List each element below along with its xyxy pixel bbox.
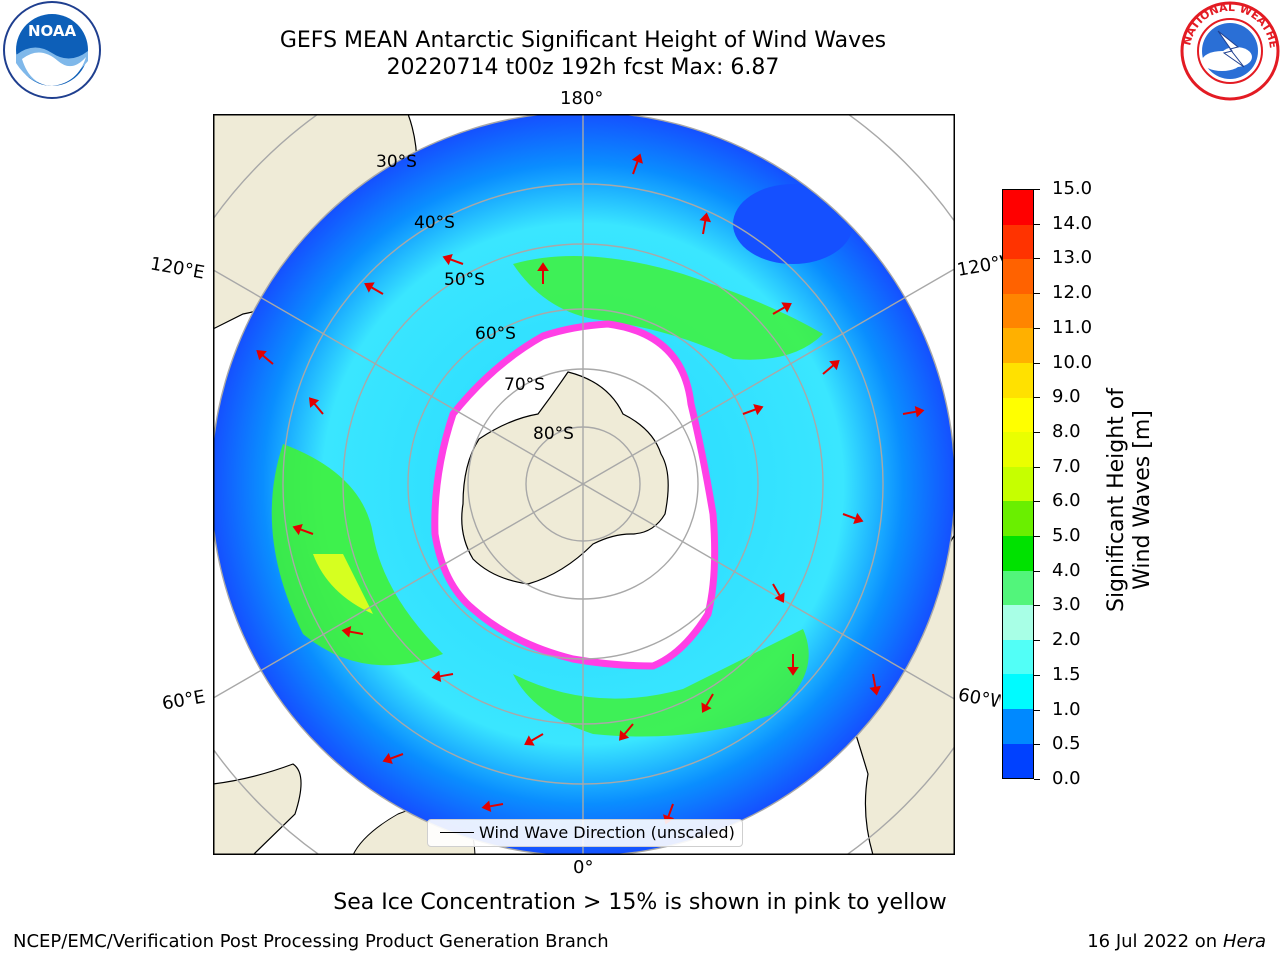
lat-label-60s: 60°S xyxy=(475,324,516,344)
colorbar-tick-label: 1.0 xyxy=(1052,698,1081,720)
colorbar-tick-label: 7.0 xyxy=(1052,455,1081,477)
colorbar-segment xyxy=(1003,432,1033,467)
map-legend: Wind Wave Direction (unscaled) xyxy=(427,819,743,847)
land-africa xyxy=(213,763,302,855)
colorbar-tick-label: 15.0 xyxy=(1052,178,1093,199)
colorbar-tick-label: 6.0 xyxy=(1052,490,1081,512)
colorbar-segment xyxy=(1003,466,1033,502)
land-antarctica xyxy=(461,371,669,585)
lat-label-30s: 30°S xyxy=(376,152,417,172)
nws-logo-icon: NATIONAL WEATHER SERVICE xyxy=(1178,1,1280,101)
colorbar-tick-mark xyxy=(1034,640,1040,642)
colorbar-tick-label: 2.0 xyxy=(1052,629,1081,651)
chart-title: GEFS MEAN Antarctic Significant Height o… xyxy=(279,28,887,53)
colorbar-tick-mark xyxy=(1034,605,1040,607)
colorbar-segment xyxy=(1003,570,1033,606)
lon-label-60w: 60°W xyxy=(956,684,1002,713)
colorbar-segment xyxy=(1003,190,1033,225)
chart-subtitle: 20220714 t00z 192h fcst Max: 6.87 xyxy=(386,55,780,80)
colorbar-tick-mark xyxy=(1034,466,1040,468)
colorbar-tick-label: 11.0 xyxy=(1052,316,1093,338)
colorbar-tick-mark xyxy=(1034,258,1040,260)
footer-date: 16 Jul 2022 on Hera xyxy=(1087,931,1266,952)
graticule xyxy=(213,114,955,855)
colorbar-tick-label: 8.0 xyxy=(1052,420,1081,442)
colorbar-tick-mark xyxy=(1034,223,1040,225)
colorbar-segment xyxy=(1003,501,1033,536)
lon-label-120e: 120°E xyxy=(148,253,207,284)
lon-label-60e: 60°E xyxy=(160,686,207,715)
lon-label-0: 0° xyxy=(573,857,594,878)
colorbar-tick-label: 10.0 xyxy=(1052,351,1093,373)
lon-label-120w: 120°W xyxy=(955,252,1006,281)
colorbar-tick-mark xyxy=(1034,709,1040,711)
colorbar-tick-mark xyxy=(1034,293,1040,295)
colorbar-tick-label: 3.0 xyxy=(1052,594,1081,616)
polar-map xyxy=(213,114,955,855)
wave-band-high xyxy=(513,256,823,360)
legend-label: Wind Wave Direction (unscaled) xyxy=(479,823,735,842)
wave-band-high xyxy=(271,444,443,666)
footer-machine: Hera xyxy=(1222,931,1266,952)
colorbar-tick-mark xyxy=(1034,536,1040,538)
colorbar-segment xyxy=(1003,605,1033,640)
colorbar-tick-mark xyxy=(1034,570,1040,572)
colorbar-segment xyxy=(1003,224,1033,260)
colorbar-segment xyxy=(1003,328,1033,363)
wave-band-peak xyxy=(313,554,373,614)
colorbar-tick-mark xyxy=(1034,501,1040,503)
colorbar-tick-mark xyxy=(1034,327,1040,329)
lon-label-180: 180° xyxy=(560,88,604,109)
colorbar-tick-mark xyxy=(1034,397,1040,399)
colorbar-segment xyxy=(1003,397,1033,433)
colorbar-tick-label: 13.0 xyxy=(1052,247,1093,269)
colorbar-tick-mark xyxy=(1034,362,1040,364)
colorbar-tick-label: 14.0 xyxy=(1052,212,1093,234)
lat-label-50s: 50°S xyxy=(444,270,485,290)
noaa-logo-icon: NOAA xyxy=(3,1,101,99)
colorbar-tick-mark xyxy=(1034,744,1040,746)
colorbar-tick-label: 5.0 xyxy=(1052,525,1081,547)
colorbar-segment xyxy=(1003,674,1033,709)
colorbar-segment xyxy=(1003,708,1033,744)
colorbar-tick-label: 4.0 xyxy=(1052,559,1081,581)
colorbar-segment xyxy=(1003,743,1033,779)
colorbar-tick-label: 0.0 xyxy=(1052,768,1081,789)
colorbar-tick-mark xyxy=(1034,674,1040,676)
colorbar-tick-mark xyxy=(1034,189,1040,190)
colorbar-tick-label: 1.5 xyxy=(1052,663,1081,685)
colorbar xyxy=(1002,189,1034,779)
colorbar-tick-mark xyxy=(1034,431,1040,433)
legend-line-swatch xyxy=(440,832,474,833)
footer-date-text: 16 Jul 2022 on xyxy=(1087,931,1218,952)
colorbar-tick-mark xyxy=(1034,779,1040,780)
colorbar-tick-label: 9.0 xyxy=(1052,386,1081,408)
footer-credit: NCEP/EMC/Verification Post Processing Pr… xyxy=(13,931,609,952)
lat-label-40s: 40°S xyxy=(414,213,455,233)
sea-ice-caption: Sea Ice Concentration > 15% is shown in … xyxy=(333,890,947,915)
colorbar-tick-label: 0.5 xyxy=(1052,733,1081,755)
colorbar-segment xyxy=(1003,639,1033,675)
colorbar-label: Significant Height of Wind Waves [m] xyxy=(1104,387,1155,613)
colorbar-segment xyxy=(1003,259,1033,294)
wind-wave-arrows xyxy=(256,153,925,825)
lat-label-70s: 70°S xyxy=(504,375,545,395)
lat-label-80s: 80°S xyxy=(533,424,574,444)
noaa-logo-text: NOAA xyxy=(28,22,77,40)
colorbar-tick-label: 12.0 xyxy=(1052,282,1093,304)
colorbar-segment xyxy=(1003,535,1033,571)
colorbar-segment xyxy=(1003,362,1033,398)
wave-band-high xyxy=(513,629,809,737)
colorbar-segment xyxy=(1003,293,1033,329)
